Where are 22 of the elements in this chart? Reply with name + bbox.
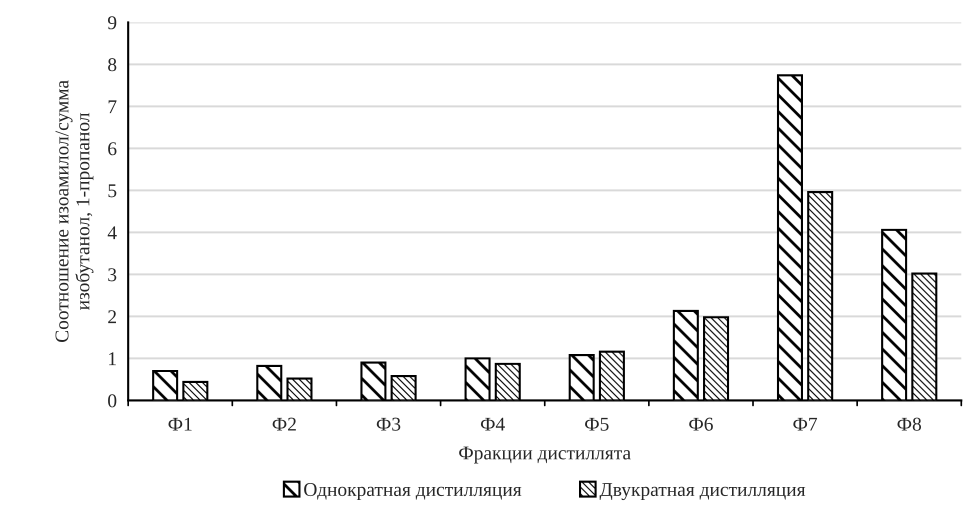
x-tick-label: Ф1 [168,418,192,431]
y-tick-label: 0 [108,394,116,408]
y-tick-label: 5 [108,184,116,198]
y-tick-label: 3 [108,268,116,282]
y-axis-title: Соотношение изоамилол/сумма изобутанол, 1-пропанол [55,80,94,342]
x-axis-title: Фракции дистиллята [459,446,631,464]
x-tick-label: Ф8 [897,418,922,431]
y-tick-label: 7 [108,100,116,114]
x-tick-label: Ф6 [689,418,713,431]
y-tick-label: 9 [108,16,116,30]
x-tick-label: Ф3 [376,418,400,431]
y-tick-label: 6 [108,142,116,156]
y-tick-label: 4 [108,226,117,240]
x-tick-label: Ф4 [480,418,505,431]
x-tick-label: Ф2 [272,418,296,431]
y-tick-label: 8 [108,58,116,72]
y-tick-label: 1 [109,352,116,366]
legend-label: Двукратная дистилляция [600,483,806,500]
x-tick-label: Ф5 [585,418,609,431]
y-tick-label: 2 [108,310,116,324]
x-tick-label: Ф7 [793,418,818,431]
legend-label: Однократная дистилляция [304,483,522,500]
